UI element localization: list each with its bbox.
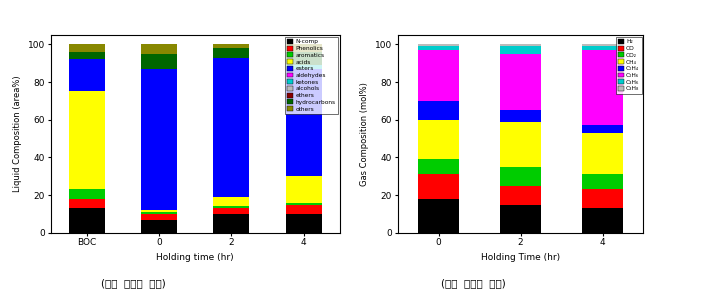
Bar [500, 110, 541, 122]
Bar [213, 197, 249, 206]
Bar [418, 50, 459, 101]
Bar [69, 59, 105, 91]
Bar [500, 122, 541, 167]
Bar [69, 199, 105, 208]
Legend: N-comp, Phenolics, aromatics, acids, esters, aldehydes, ketones, alcohols, ether: N-comp, Phenolics, aromatics, acids, est… [285, 37, 338, 114]
Text: (가스  생성물  조성): (가스 생성물 조성) [441, 278, 506, 288]
Bar [500, 205, 541, 233]
Bar [141, 69, 177, 210]
Bar [500, 167, 541, 186]
Bar [286, 205, 322, 214]
Bar [582, 46, 623, 50]
Bar [141, 212, 177, 214]
Bar [141, 220, 177, 233]
Bar [69, 208, 105, 233]
Legend: H₂, CO, CO₂, CH₄, C₂H₄, C₂H₆, C₃H₆, C₃H₈: H₂, CO, CO₂, CH₄, C₂H₄, C₂H₆, C₃H₆, C₃H₈ [615, 37, 642, 94]
Bar [213, 214, 249, 233]
Bar [582, 125, 623, 133]
Bar [141, 210, 177, 212]
X-axis label: Holding Time (hr): Holding Time (hr) [481, 253, 560, 262]
Bar [141, 214, 177, 220]
Bar [286, 176, 322, 203]
Bar [286, 214, 322, 233]
Bar [582, 189, 623, 208]
Bar [141, 54, 177, 69]
Bar [500, 46, 541, 54]
X-axis label: Holding time (hr): Holding time (hr) [156, 253, 234, 262]
Bar [213, 58, 249, 197]
Bar [141, 44, 177, 54]
Bar [418, 46, 459, 50]
Bar [418, 174, 459, 199]
Bar [213, 208, 249, 214]
Bar [286, 65, 322, 69]
Bar [286, 69, 322, 176]
Bar [69, 91, 105, 189]
Bar [418, 101, 459, 120]
Bar [582, 174, 623, 189]
Bar [69, 189, 105, 199]
Bar [418, 159, 459, 174]
Bar [418, 44, 459, 46]
Bar [286, 44, 322, 52]
Y-axis label: Liquid Composition (area%): Liquid Composition (area%) [13, 76, 22, 192]
Bar [418, 120, 459, 159]
Bar [286, 203, 322, 205]
Bar [500, 186, 541, 205]
Bar [213, 206, 249, 208]
Y-axis label: Gas Composition (mol%): Gas Composition (mol%) [360, 82, 369, 186]
Bar [69, 52, 105, 59]
Bar [582, 50, 623, 125]
Bar [500, 44, 541, 46]
Bar [582, 208, 623, 233]
Bar [500, 54, 541, 110]
Bar [286, 52, 322, 65]
Bar [213, 44, 249, 48]
Bar [582, 44, 623, 46]
Bar [418, 199, 459, 233]
Bar [582, 133, 623, 174]
Bar [69, 44, 105, 52]
Text: (오일  생성물  조성): (오일 생성물 조성) [101, 278, 166, 288]
Bar [213, 48, 249, 58]
